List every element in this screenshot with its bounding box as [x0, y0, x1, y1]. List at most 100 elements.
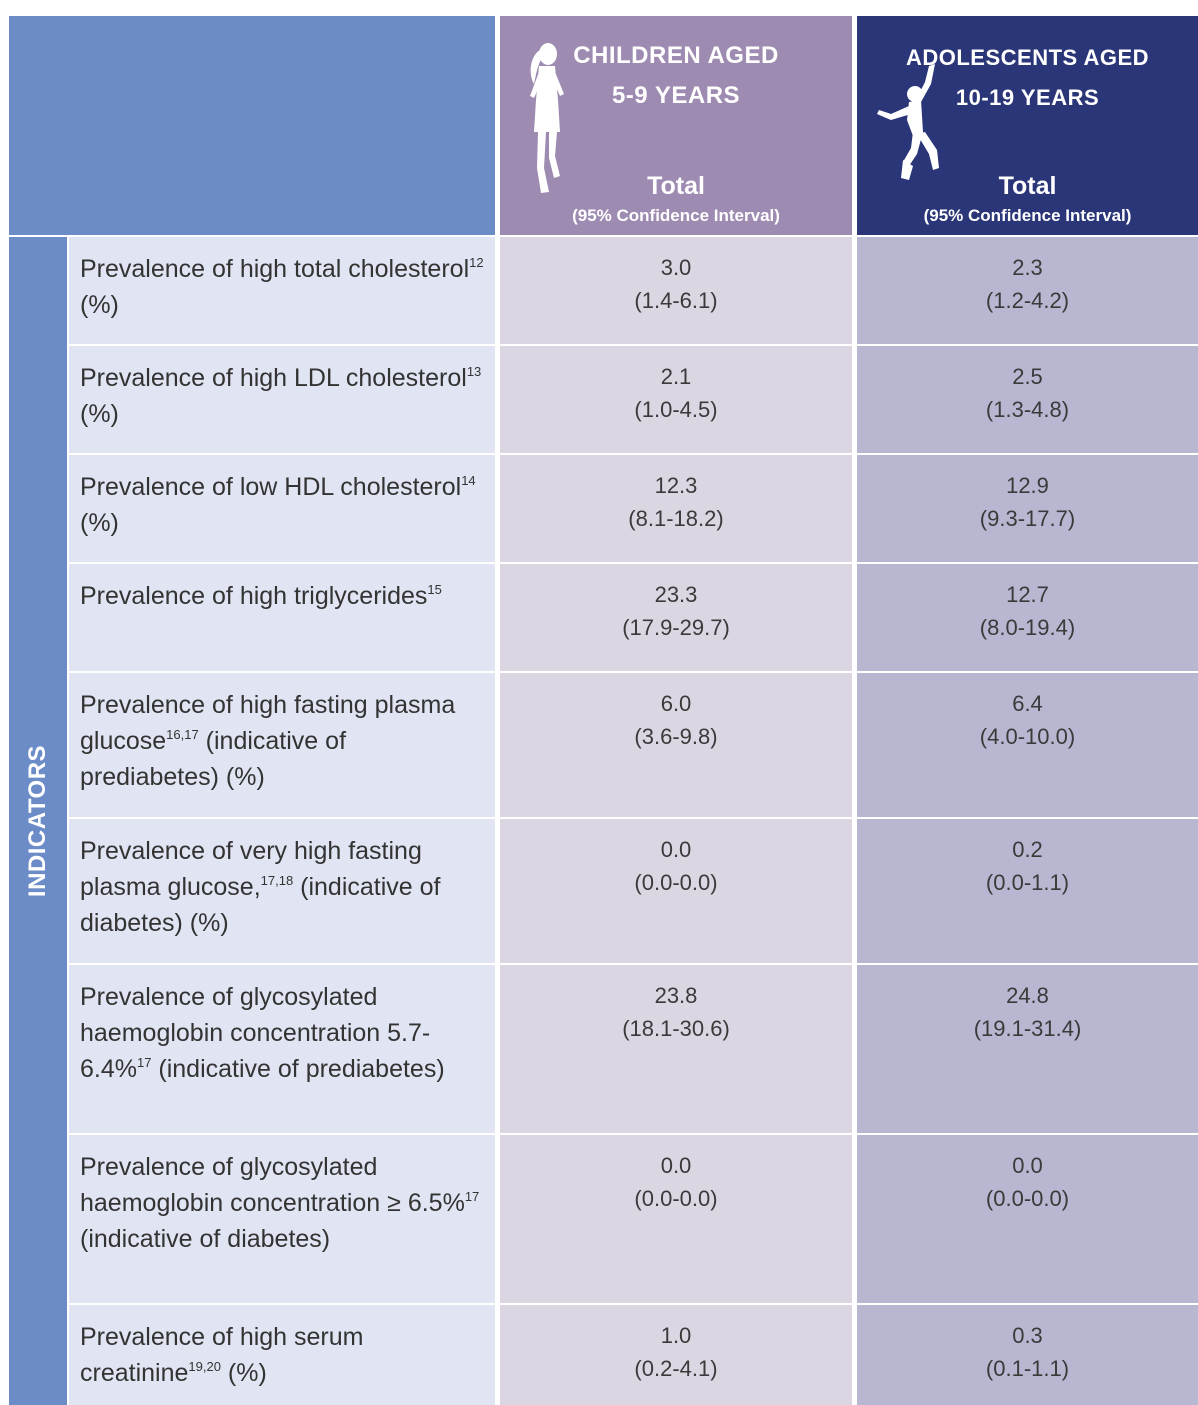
indicator-cell: Prevalence of high triglycerides15	[69, 564, 495, 671]
table-row: Prevalence of high LDL cholesterol13 (%)…	[0, 346, 1198, 453]
indicator-text: Prevalence of glycosylated haemoglobin c…	[80, 1153, 465, 1217]
indicator-label: Prevalence of glycosylated haemoglobin c…	[80, 1149, 485, 1257]
adolescents-value: 24.8	[1006, 983, 1049, 1008]
table-row: Prevalence of high triglycerides15 23.3 (1…	[0, 564, 1198, 671]
children-header-line2: 5-9 YEARS	[611, 82, 741, 109]
indicator-label: Prevalence of high serum creatinine19,20…	[80, 1319, 485, 1391]
children-total-label: Total	[647, 172, 705, 200]
adolescents-total-label: Total	[998, 172, 1057, 200]
children-confidence-interval: (1.0-4.5)	[634, 397, 718, 422]
indicator-text: Prevalence of low HDL cholesterol	[80, 473, 462, 501]
footnote-ref: 16,17	[166, 727, 199, 742]
indicator-cell: Prevalence of high total cholesterol12 (…	[69, 237, 495, 344]
adolescents-confidence-interval: (8.0-19.4)	[979, 615, 1076, 640]
indicator-label: Prevalence of low HDL cholesterol14 (%)	[80, 469, 485, 541]
children-header-title: CHILDREN AGED 5-9 YEARS	[500, 36, 852, 116]
footnote-ref: 12	[469, 255, 484, 270]
children-ci-label: (95% Confidence Interval)	[572, 206, 780, 225]
adolescents-value: 0.3	[1012, 1323, 1043, 1348]
children-value-cell: 2.1 (1.0-4.5)	[500, 346, 852, 453]
indicator-cell: Prevalence of high LDL cholesterol13 (%)	[69, 346, 495, 453]
children-value: 23.8	[654, 983, 698, 1008]
children-value-cell: 0.0 (0.0-0.0)	[500, 1135, 852, 1303]
indicator-text: (indicative of prediabetes)	[151, 1055, 445, 1083]
jumping-boy-icon	[877, 64, 939, 180]
table-row: Prevalence of high total cholesterol12 (…	[0, 237, 1198, 344]
table-row: Prevalence of low HDL cholesterol14 (%) 1…	[0, 455, 1198, 562]
adolescents-confidence-interval: (0.1-1.1)	[985, 1356, 1070, 1381]
children-value-cell: 6.0 (3.6-9.8)	[500, 673, 852, 817]
table-row: Prevalence of very high fasting plasma g…	[0, 819, 1198, 963]
adolescents-header-line2: 10-19 YEARS	[955, 85, 1100, 110]
adolescents-value: 12.7	[1006, 582, 1049, 607]
children-confidence-interval: (0.0-0.0)	[634, 1186, 718, 1211]
adolescents-value-cell: 12.9 (9.3-17.7)	[857, 455, 1198, 562]
indicator-text: Prevalence of high triglycerides	[80, 582, 428, 610]
indicator-label: Prevalence of high total cholesterol12 (…	[80, 251, 485, 323]
children-confidence-interval: (0.2-4.1)	[634, 1356, 718, 1381]
indicator-cell: Prevalence of glycosylated haemoglobin c…	[69, 965, 495, 1133]
children-value-cell: 23.3 (17.9-29.7)	[500, 564, 852, 671]
indicator-text: Prevalence of high total cholesterol	[80, 255, 470, 283]
adolescents-value-cell: 12.7 (8.0-19.4)	[857, 564, 1198, 671]
adolescents-header-title: ADOLESCENTS AGED 10-19 YEARS	[857, 38, 1198, 118]
adolescents-confidence-interval: (19.1-31.4)	[973, 1016, 1082, 1041]
indicator-text: Prevalence of high serum creatinine	[80, 1323, 364, 1387]
footnote-ref: 17	[136, 1055, 152, 1070]
indicator-text: Prevalence of glycosylated haemoglobin c…	[80, 983, 431, 1083]
children-value-cell: 12.3 (8.1-18.2)	[500, 455, 852, 562]
table-row: Prevalence of glycosylated haemoglobin c…	[0, 1135, 1198, 1303]
indicator-cell: Prevalence of very high fasting plasma g…	[69, 819, 495, 963]
children-value: 1.0	[660, 1323, 692, 1348]
indicator-text: (indicative of diabetes)	[80, 1225, 331, 1253]
children-value-cell: 3.0 (1.4-6.1)	[500, 237, 852, 344]
adolescents-confidence-interval: (9.3-17.7)	[979, 506, 1076, 531]
header-adolescents-column: ADOLESCENTS AGED 10-19 YEARS Total (95% …	[857, 16, 1198, 235]
adolescents-ci-label: (95% Confidence Interval)	[923, 206, 1132, 225]
indicator-cell: Prevalence of high serum creatinine19,20…	[69, 1305, 495, 1405]
footnote-ref: 17,18	[260, 873, 294, 888]
adolescents-confidence-interval: (1.3-4.8)	[985, 397, 1070, 422]
indicator-label: Prevalence of high triglycerides15	[80, 578, 485, 614]
adolescents-confidence-interval: (0.0-1.1)	[985, 870, 1070, 895]
indicators-side-band: INDICATORS	[9, 237, 67, 1405]
children-value: 12.3	[654, 473, 698, 498]
children-value: 0.0	[660, 837, 692, 862]
children-header-line1: CHILDREN AGED	[573, 42, 779, 69]
table-row: Prevalence of high serum creatinine19,20…	[0, 1305, 1198, 1405]
children-value-cell: 23.8 (18.1-30.6)	[500, 965, 852, 1133]
children-confidence-interval: (17.9-29.7)	[622, 615, 730, 640]
adolescents-value-cell: 0.3 (0.1-1.1)	[857, 1305, 1198, 1405]
running-girl-icon	[530, 43, 564, 193]
indicator-text: (%)	[80, 509, 119, 537]
adolescents-value-cell: 2.3 (1.2-4.2)	[857, 237, 1198, 344]
adolescents-value: 0.2	[1012, 837, 1043, 862]
indicator-text: (%)	[80, 400, 119, 428]
indicator-text: (%)	[80, 291, 119, 319]
children-value: 0.0	[660, 1153, 692, 1178]
indicator-label: Prevalence of very high fasting plasma g…	[80, 833, 485, 941]
footnote-ref: 19,20	[188, 1359, 221, 1374]
children-confidence-interval: (8.1-18.2)	[628, 506, 724, 531]
table-row: Prevalence of high fasting plasma glucos…	[0, 673, 1198, 817]
table-row: Prevalence of glycosylated haemoglobin c…	[0, 965, 1198, 1133]
adolescents-value-cell: 6.4 (4.0-10.0)	[857, 673, 1198, 817]
indicator-label: Prevalence of high fasting plasma glucos…	[80, 687, 485, 795]
children-value: 3.0	[660, 255, 692, 280]
children-confidence-interval: (1.4-6.1)	[634, 288, 718, 313]
children-confidence-interval: (0.0-0.0)	[634, 870, 718, 895]
indicator-text: (%)	[220, 1359, 267, 1387]
adolescents-value-cell: 0.0 (0.0-0.0)	[857, 1135, 1198, 1303]
footnote-ref: 15	[427, 582, 442, 597]
indicator-text: Prevalence of high fasting plasma glucos…	[80, 691, 456, 755]
adolescents-value-cell: 24.8 (19.1-31.4)	[857, 965, 1198, 1133]
children-confidence-interval: (18.1-30.6)	[622, 1016, 730, 1041]
indicator-text: Prevalence of very high fasting plasma g…	[80, 837, 422, 901]
indicator-text: (indicative of prediabetes) (%)	[80, 727, 347, 791]
children-value-cell: 0.0 (0.0-0.0)	[500, 819, 852, 963]
adolescents-value: 12.9	[1006, 473, 1049, 498]
adolescents-value-cell: 2.5 (1.3-4.8)	[857, 346, 1198, 453]
adolescents-value: 2.3	[1012, 255, 1043, 280]
header-blank-cell	[9, 16, 495, 235]
